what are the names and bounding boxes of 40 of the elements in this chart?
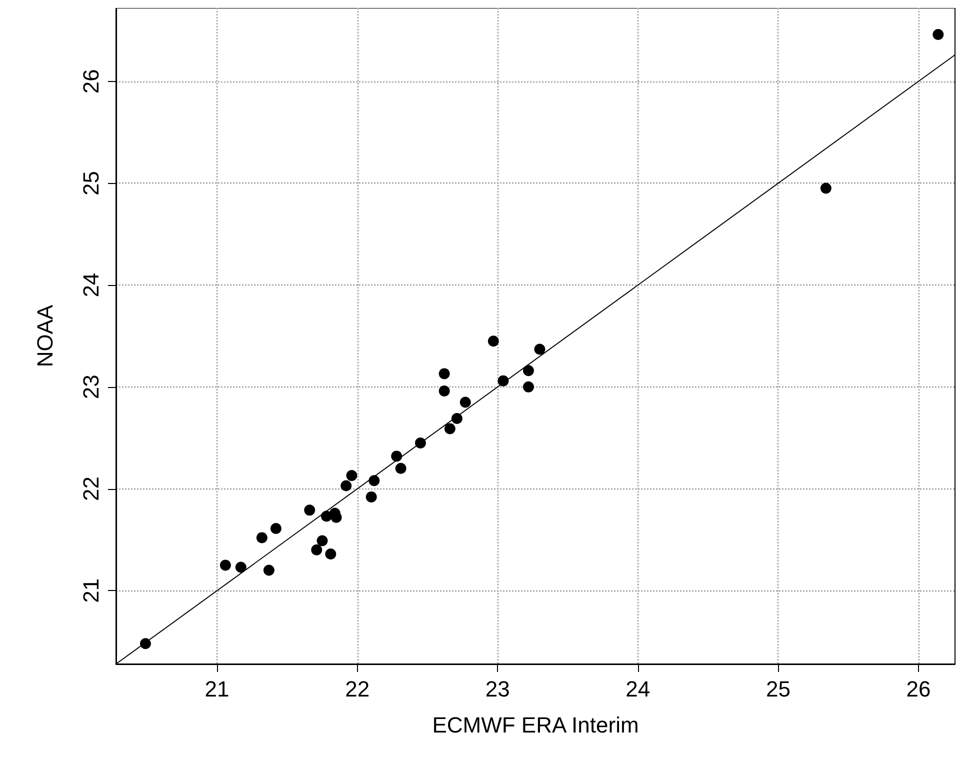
point — [395, 462, 406, 474]
x-tick-label: 25 — [766, 676, 790, 702]
point — [366, 491, 377, 502]
y-tick-label: 25 — [78, 170, 104, 196]
point — [488, 336, 499, 347]
point — [534, 344, 546, 355]
point — [270, 523, 282, 534]
point — [256, 532, 268, 544]
point — [263, 564, 274, 576]
x-axis-title: ECMWF ERA Interim — [432, 712, 639, 738]
point — [340, 480, 352, 492]
y-tick-label: 22 — [78, 476, 104, 502]
point — [304, 504, 316, 516]
point — [444, 423, 456, 434]
y-tick-label: 21 — [78, 578, 104, 603]
x-tick-label: 21 — [204, 676, 230, 702]
x-tick-label: 24 — [626, 676, 650, 702]
point — [311, 544, 322, 556]
x-tick-label: 23 — [485, 676, 510, 702]
y-tick-label: 26 — [78, 69, 104, 94]
x-tick-label: 26 — [906, 676, 931, 702]
point — [932, 28, 944, 40]
x-tick-label: 22 — [345, 676, 370, 702]
point — [522, 381, 534, 392]
point — [368, 475, 380, 486]
point — [522, 365, 534, 376]
y-tick-label: 24 — [78, 272, 104, 298]
point — [330, 512, 342, 523]
point — [316, 535, 328, 546]
point — [325, 548, 336, 560]
y-axis-title: NOAA — [32, 304, 58, 368]
point — [438, 386, 450, 397]
point — [220, 560, 231, 571]
point — [820, 182, 832, 194]
point — [460, 396, 471, 408]
point — [235, 562, 246, 573]
point — [391, 450, 402, 462]
y-tick-label: 23 — [78, 374, 104, 400]
point — [438, 368, 450, 380]
point — [346, 470, 358, 482]
